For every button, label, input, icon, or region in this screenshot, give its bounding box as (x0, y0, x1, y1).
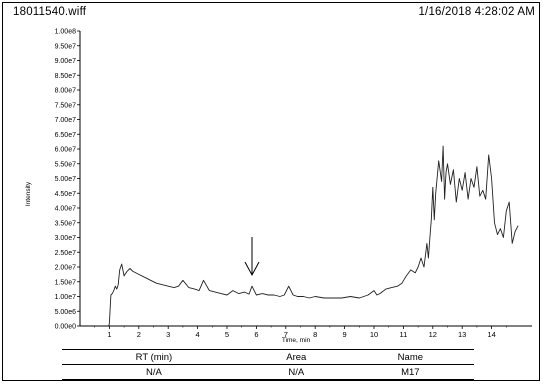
header-name: Name (346, 349, 474, 365)
x-tick-label: 11 (400, 330, 408, 339)
x-axis-title: Time, min (282, 337, 311, 344)
x-tick-label: 14 (487, 330, 495, 339)
x-tick-label: 3 (166, 330, 170, 339)
x-tick-label: 13 (458, 330, 466, 339)
y-tick-label: 1.00e8 (55, 29, 77, 36)
x-tick-label: 7 (284, 330, 288, 339)
y-tick-label: 1.00e7 (55, 294, 77, 301)
x-tick-label: 4 (196, 330, 200, 339)
x-tick-label: 6 (254, 330, 258, 339)
x-tick-label: 8 (313, 330, 317, 339)
cell-area: N/A (245, 364, 347, 380)
y-axis-title: Intensity (25, 181, 32, 206)
y-tick-label: 5.00e6 (55, 309, 77, 316)
cell-name: M17 (346, 364, 474, 380)
y-tick-label: 9.00e7 (55, 58, 77, 65)
x-tick-label: 9 (343, 330, 347, 339)
y-tick-label: 1.50e7 (55, 279, 77, 286)
x-tick-label: 2 (137, 330, 141, 339)
y-tick-label: 8.50e7 (55, 73, 77, 80)
x-tick-label: 5 (225, 330, 229, 339)
y-tick-label: 9.50e7 (55, 43, 77, 50)
y-tick-label: 3.50e7 (55, 220, 77, 227)
y-tick-label: 5.00e7 (55, 176, 77, 183)
y-tick-label: 7.50e7 (55, 102, 77, 109)
y-tick-label: 6.00e7 (55, 147, 77, 154)
chromatogram-frame: 18011540.wiff 1/16/2018 4:28:02 AM (2, 2, 540, 381)
series-line-0 (108, 145, 519, 327)
x-axis: 1 2 3 4 5 6 7 8 9 10 11 12 13 14 (80, 325, 532, 339)
annotation-layer (244, 237, 260, 277)
results-table: RT (min) Area Name N/A N/A M17 (62, 349, 474, 380)
x-tick-label: 12 (429, 330, 437, 339)
series-layer (108, 145, 519, 327)
y-tick-label: 3.00e7 (55, 235, 77, 242)
file-name: 18011540.wiff (13, 6, 87, 18)
x-tick-label: 10 (370, 330, 378, 339)
y-tick-label: 6.50e7 (55, 132, 77, 139)
y-tick-label: 0.00e0 (55, 324, 77, 331)
header-rt: RT (min) (62, 349, 246, 365)
table-row: N/A N/A M17 (62, 364, 474, 380)
cell-rt: N/A (62, 364, 246, 380)
y-tick-label: 2.00e7 (55, 265, 77, 272)
header-area: Area (245, 349, 347, 365)
annotation-arrow-head (244, 261, 260, 277)
y-tick-label: 4.50e7 (55, 191, 77, 198)
x-tick-label: 1 (107, 330, 111, 339)
y-tick-label: 2.50e7 (55, 250, 77, 257)
y-tick-label: 5.50e7 (55, 161, 77, 168)
y-tick-label: 4.00e7 (55, 206, 77, 213)
results-header-row: RT (min) Area Name (62, 349, 474, 365)
y-tick-label: 8.00e7 (55, 88, 77, 95)
y-axis: 0.00e0 5.00e6 1.00e7 1.50e7 2.00e7 2.50e7 3.00… (55, 29, 81, 331)
y-tick-label: 7.00e7 (55, 117, 77, 124)
timestamp: 1/16/2018 4:28:02 AM (418, 6, 535, 18)
